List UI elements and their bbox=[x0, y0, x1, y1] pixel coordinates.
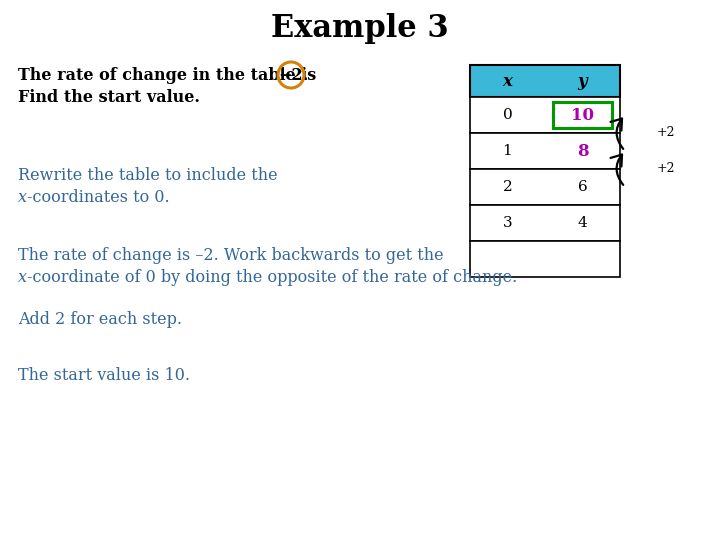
Text: -coordinates to 0.: -coordinates to 0. bbox=[27, 188, 170, 206]
Text: 0: 0 bbox=[503, 108, 513, 122]
Text: Rewrite the table to include the: Rewrite the table to include the bbox=[18, 166, 278, 184]
Text: 10: 10 bbox=[571, 106, 594, 124]
Text: Find the start value.: Find the start value. bbox=[18, 89, 200, 105]
Bar bbox=[553, 102, 612, 128]
Text: +2: +2 bbox=[657, 126, 675, 139]
Text: The rate of change in the table is: The rate of change in the table is bbox=[18, 66, 322, 84]
Bar bbox=[470, 133, 620, 169]
Text: 1: 1 bbox=[503, 144, 513, 158]
Bar bbox=[470, 205, 620, 241]
Text: 3: 3 bbox=[503, 216, 513, 230]
Text: The start value is 10.: The start value is 10. bbox=[18, 367, 190, 383]
Text: 2: 2 bbox=[503, 180, 513, 194]
Text: -coordinate of 0 by doing the opposite of the rate of change.: -coordinate of 0 by doing the opposite o… bbox=[27, 268, 517, 286]
Text: x: x bbox=[18, 268, 27, 286]
Text: x: x bbox=[18, 188, 27, 206]
Text: y: y bbox=[577, 72, 588, 90]
Bar bbox=[470, 97, 620, 133]
Text: Example 3: Example 3 bbox=[271, 12, 449, 44]
Text: 4: 4 bbox=[577, 216, 588, 230]
Bar bbox=[470, 241, 620, 277]
Bar bbox=[470, 65, 620, 97]
Text: 8: 8 bbox=[577, 143, 588, 159]
Text: +2: +2 bbox=[657, 163, 675, 176]
FancyArrowPatch shape bbox=[611, 119, 624, 149]
Text: Add 2 for each step.: Add 2 for each step. bbox=[18, 312, 182, 328]
FancyArrowPatch shape bbox=[611, 154, 624, 185]
Bar bbox=[470, 169, 620, 205]
Text: 6: 6 bbox=[577, 180, 588, 194]
Text: x: x bbox=[503, 72, 513, 90]
Text: The rate of change is –2. Work backwards to get the: The rate of change is –2. Work backwards… bbox=[18, 246, 444, 264]
Text: −2.: −2. bbox=[278, 66, 308, 84]
